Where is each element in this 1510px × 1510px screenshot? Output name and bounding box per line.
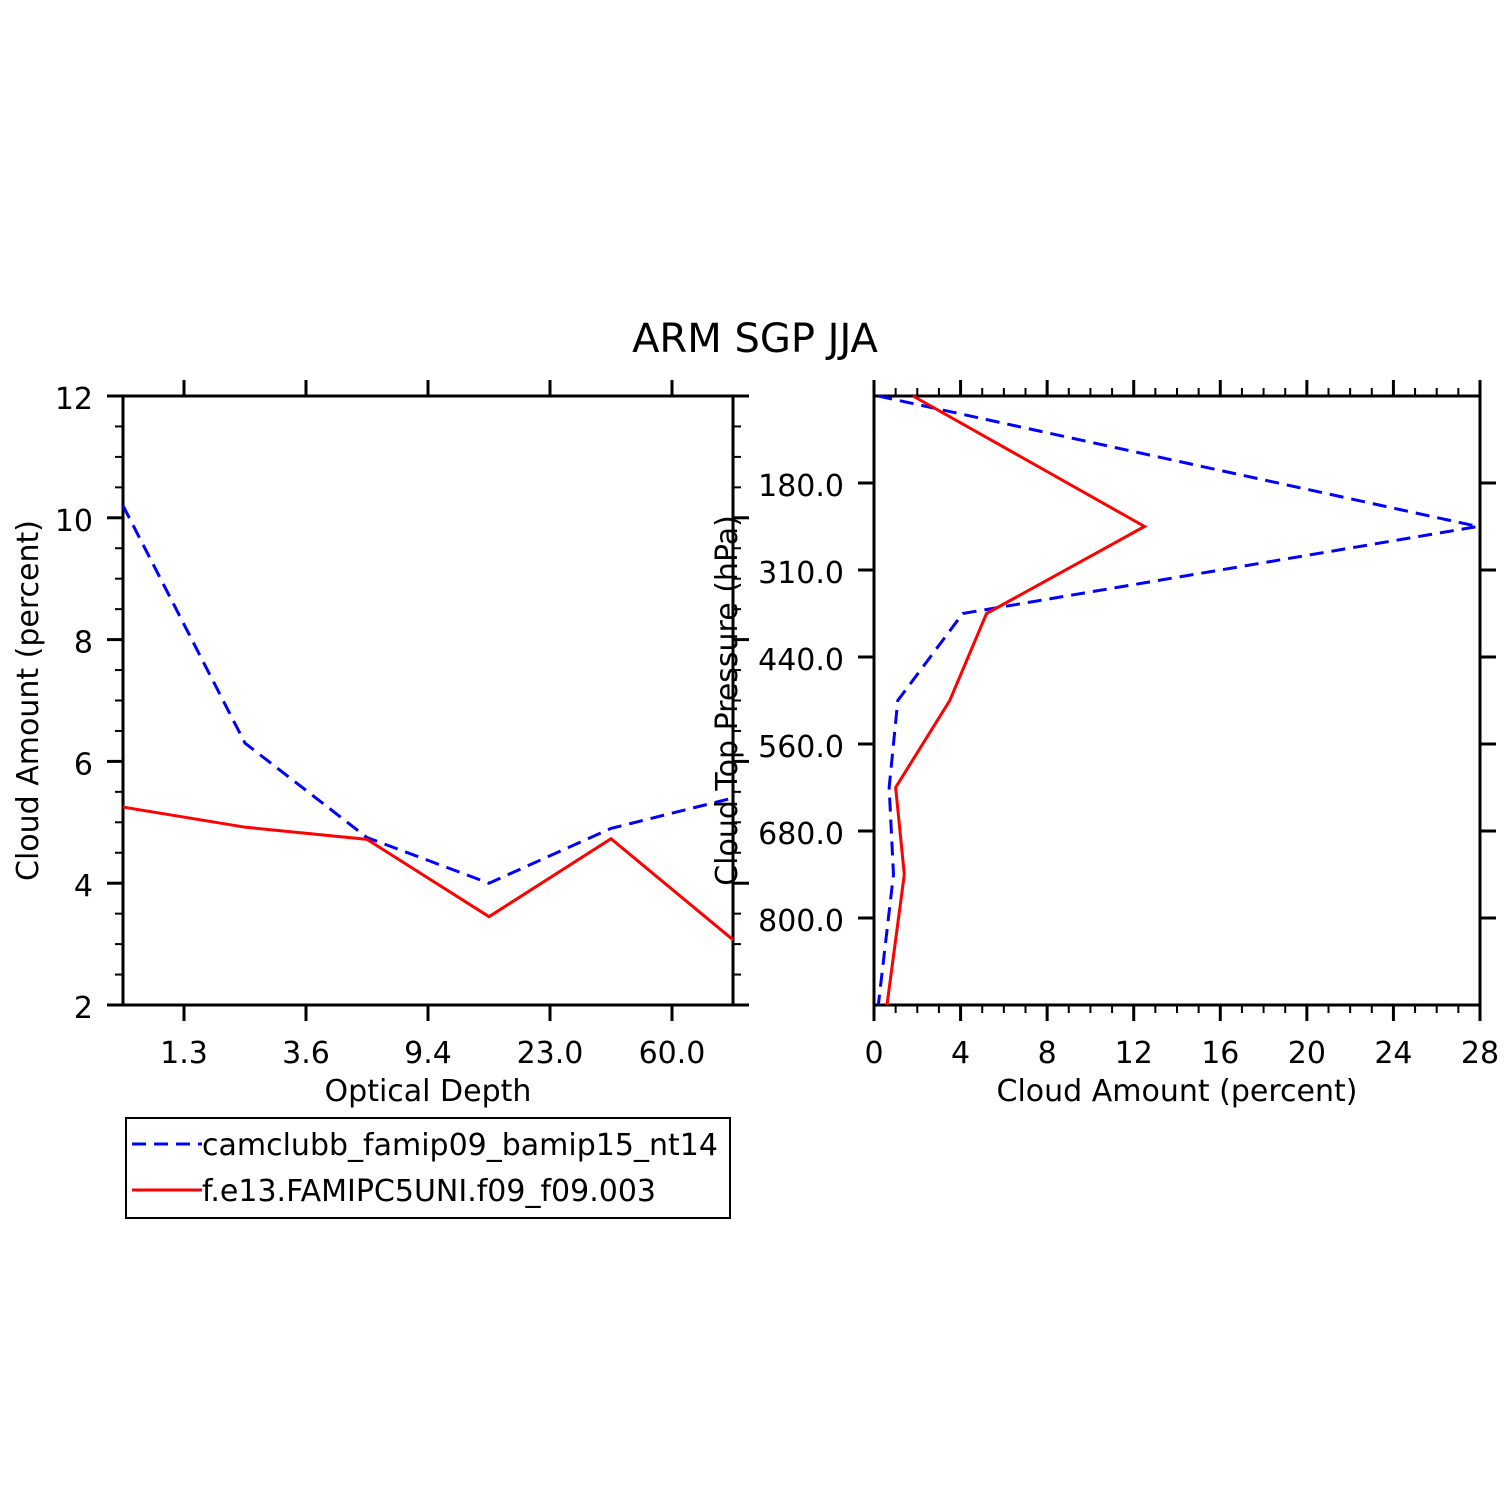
- x-tick-label: 1.3: [160, 1036, 208, 1071]
- x-tick-label: 24: [1374, 1036, 1412, 1071]
- x-axis-label: Cloud Amount (percent): [997, 1074, 1358, 1109]
- x-axis-label: Optical Depth: [325, 1074, 532, 1109]
- y-axis-label: Cloud Top Pressure (hPa): [710, 515, 745, 886]
- y-tick-label: 8: [74, 626, 93, 661]
- y-tick-label: 10: [55, 504, 93, 539]
- legend-label-camclubb: camclubb_famip09_bamip15_nt14: [202, 1128, 718, 1163]
- legend: camclubb_famip09_bamip15_nt14 f.e13.FAMIP…: [125, 1117, 731, 1219]
- y-tick-label: 440.0: [758, 643, 844, 678]
- figure-title: ARM SGP JJA: [632, 316, 878, 362]
- y-tick-label: 680.0: [758, 817, 844, 852]
- y-tick-label: 180.0: [758, 469, 844, 504]
- y-tick-label: 560.0: [758, 730, 844, 765]
- series-line-camclubb: [121, 504, 734, 885]
- y-tick-label: 12: [55, 382, 93, 417]
- x-tick-label: 20: [1288, 1036, 1326, 1071]
- plot-frame: [121, 394, 735, 1007]
- x-tick-label: 3.6: [282, 1036, 330, 1071]
- y-axis-label: Cloud Amount (percent): [11, 520, 46, 881]
- x-tick-label: 9.4: [404, 1036, 452, 1071]
- x-tick-label: 28: [1461, 1036, 1499, 1071]
- legend-label-fe13: f.e13.FAMIPC5UNI.f09_f09.003: [202, 1174, 656, 1209]
- x-tick-label: 60.0: [639, 1036, 706, 1071]
- plot-frame: [872, 394, 1482, 1007]
- y-tick-label: 310.0: [758, 556, 844, 591]
- y-tick-label: 2: [74, 991, 93, 1026]
- y-tick-label: 4: [74, 869, 93, 904]
- cloud-top-pressure-panel: 0 4 8 12 16 20 24 28 180.0 310.0 440.0 560.0 680.0 80…: [710, 380, 1499, 1109]
- x-tick-label: 23.0: [517, 1036, 584, 1071]
- y-tick-label: 6: [74, 747, 93, 782]
- series-line-fe13: [122, 805, 734, 941]
- x-tick-label: 4: [951, 1036, 970, 1071]
- optical-depth-panel: 2 4 6 8 10 12 1.3 3.6 9.4 23.0 60.0 Optical Depth Cl…: [11, 380, 749, 1109]
- legend-box: [125, 1117, 731, 1219]
- x-tick-label: 0: [864, 1036, 883, 1071]
- x-tick-label: 16: [1201, 1036, 1239, 1071]
- series-line-fe13: [885, 394, 1148, 1006]
- x-tick-label: 12: [1115, 1036, 1153, 1071]
- series-line-camclubb: [876, 394, 1479, 1006]
- x-tick-label: 8: [1038, 1036, 1057, 1071]
- y-tick-label: 800.0: [758, 904, 844, 939]
